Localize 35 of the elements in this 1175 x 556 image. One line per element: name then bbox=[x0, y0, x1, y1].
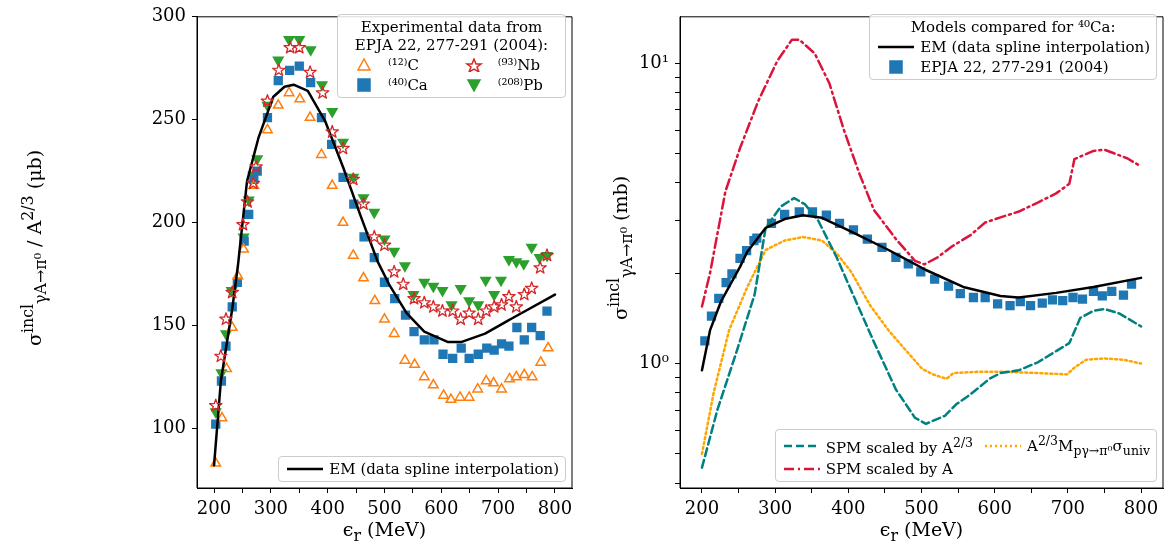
legend-label: SPM scaled by A$^{2/3}$ bbox=[825, 434, 974, 457]
x-axis-title: ϵ$_{r}$ (MeV) bbox=[342, 518, 427, 545]
x-tick-label: 600 bbox=[977, 497, 1012, 519]
legend-label: SPM scaled by A bbox=[825, 460, 953, 478]
x-tick-label: 300 bbox=[757, 497, 793, 519]
x-tick-label: 500 bbox=[904, 497, 939, 519]
y-tick-label: 10⁰ bbox=[638, 351, 669, 373]
y-tick-label: 300 bbox=[151, 4, 186, 26]
x-tick-label: 400 bbox=[310, 497, 345, 519]
x-tick-label: 500 bbox=[367, 497, 402, 519]
y-tick-label: 150 bbox=[151, 313, 186, 335]
legend-label: ⁽⁹³⁾Nb bbox=[497, 56, 540, 74]
legend-title: Experimental data from EPJA 22, 277-291 (2004): bbox=[353, 18, 550, 54]
legend-label: EM (data spline interpolation) bbox=[329, 460, 559, 478]
x-tick-label: 200 bbox=[684, 497, 720, 519]
legend-title: Models compared for ⁴⁰Ca: bbox=[909, 18, 1117, 36]
x-tick-label: 800 bbox=[1123, 497, 1159, 519]
legend-label: A$^{2/3}$M$_{pγ→π⁰}$σ$_{univ}$ bbox=[1027, 433, 1150, 458]
legend-label: ⁽⁴⁰⁾Ca bbox=[388, 76, 428, 94]
x-tick-label: 700 bbox=[1050, 497, 1086, 519]
legend-label: ⁽²⁰⁸⁾Pb bbox=[497, 76, 543, 94]
x-tick-label: 800 bbox=[537, 497, 573, 519]
y-tick-label: 250 bbox=[151, 107, 186, 129]
y-tick-label: 200 bbox=[151, 210, 186, 232]
y-tick-label: 100 bbox=[151, 416, 186, 437]
x-axis-title: ϵ$_{r}$ (MeV) bbox=[879, 518, 964, 545]
x-tick-label: 600 bbox=[424, 497, 459, 519]
x-tick-label: 700 bbox=[480, 497, 516, 519]
x-tick-label: 200 bbox=[196, 497, 232, 519]
x-tick-label: 400 bbox=[831, 497, 866, 519]
legend-label: EM (data spline interpolation) bbox=[920, 38, 1150, 56]
x-tick-label: 300 bbox=[253, 497, 289, 519]
legend-label: EPJA 22, 277-291 (2004) bbox=[920, 58, 1109, 76]
y-tick-label: 10¹ bbox=[638, 51, 669, 73]
legend-label: ⁽¹²⁾C bbox=[388, 56, 419, 74]
